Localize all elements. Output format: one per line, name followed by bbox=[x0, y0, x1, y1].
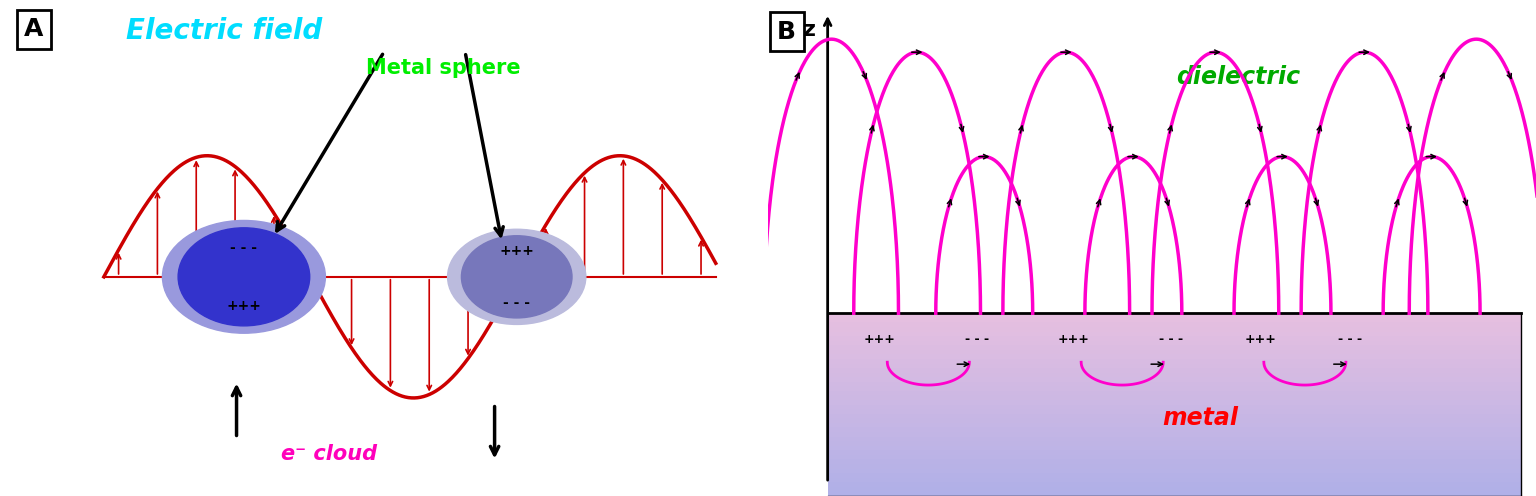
Text: - - -: - - - bbox=[965, 333, 989, 346]
Text: +++: +++ bbox=[1058, 333, 1089, 346]
Text: Metal sphere: Metal sphere bbox=[366, 58, 521, 78]
Bar bbox=[828, 492, 1521, 496]
Bar bbox=[828, 368, 1521, 372]
Text: - - -: - - - bbox=[1338, 333, 1361, 346]
Bar bbox=[828, 372, 1521, 377]
Bar bbox=[828, 464, 1521, 469]
Bar bbox=[828, 436, 1521, 441]
Bar bbox=[828, 395, 1521, 400]
Bar bbox=[828, 327, 1521, 331]
Bar bbox=[828, 482, 1521, 487]
Bar bbox=[828, 400, 1521, 405]
Text: z: z bbox=[803, 19, 817, 40]
Bar bbox=[828, 432, 1521, 436]
Bar bbox=[828, 478, 1521, 482]
Bar bbox=[828, 455, 1521, 459]
Bar bbox=[828, 336, 1521, 341]
Bar bbox=[828, 446, 1521, 450]
Bar bbox=[828, 391, 1521, 395]
Bar bbox=[828, 354, 1521, 359]
Text: - - -: - - - bbox=[230, 241, 258, 255]
Bar bbox=[828, 405, 1521, 409]
Bar bbox=[828, 414, 1521, 418]
Bar bbox=[828, 318, 1521, 322]
Text: Electric field: Electric field bbox=[126, 17, 323, 45]
Text: metal: metal bbox=[1163, 406, 1238, 430]
Bar bbox=[828, 377, 1521, 382]
Bar bbox=[828, 450, 1521, 455]
Ellipse shape bbox=[461, 236, 571, 318]
Bar bbox=[828, 386, 1521, 391]
Bar bbox=[828, 469, 1521, 473]
Bar bbox=[828, 322, 1521, 327]
Ellipse shape bbox=[163, 220, 326, 333]
Bar bbox=[828, 409, 1521, 414]
Text: e⁻ cloud: e⁻ cloud bbox=[281, 444, 376, 464]
Bar bbox=[828, 418, 1521, 423]
Bar bbox=[828, 331, 1521, 336]
Text: - - -: - - - bbox=[504, 296, 530, 310]
Bar bbox=[828, 487, 1521, 492]
Text: - - -: - - - bbox=[1158, 333, 1183, 346]
Text: +++: +++ bbox=[1244, 333, 1276, 346]
Ellipse shape bbox=[178, 228, 310, 326]
Ellipse shape bbox=[447, 229, 585, 324]
Text: +++: +++ bbox=[863, 333, 895, 346]
Bar bbox=[828, 423, 1521, 428]
Text: B: B bbox=[777, 19, 796, 44]
Text: +++: +++ bbox=[226, 299, 261, 312]
Text: +++: +++ bbox=[499, 244, 535, 258]
Bar bbox=[828, 359, 1521, 364]
Bar bbox=[828, 341, 1521, 345]
Bar bbox=[828, 313, 1521, 318]
Bar bbox=[828, 364, 1521, 368]
Bar bbox=[828, 345, 1521, 350]
Bar bbox=[828, 473, 1521, 478]
Bar bbox=[828, 382, 1521, 386]
Bar bbox=[828, 428, 1521, 432]
Bar bbox=[828, 441, 1521, 446]
Bar bbox=[828, 350, 1521, 354]
Text: dielectric: dielectric bbox=[1175, 65, 1299, 89]
Text: A: A bbox=[25, 17, 43, 41]
Bar bbox=[828, 459, 1521, 464]
